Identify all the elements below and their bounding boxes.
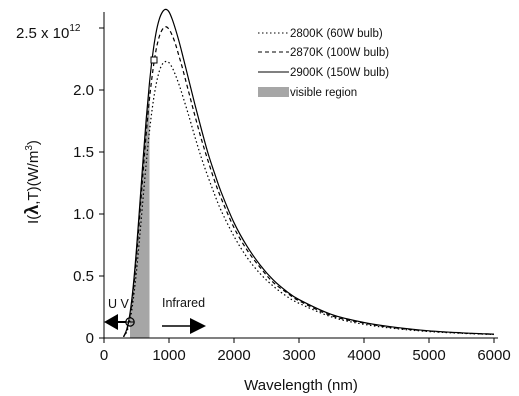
y-ticks: 0 0.5 1.0 1.5 2.0 xyxy=(73,27,104,347)
series-line-2800k xyxy=(122,60,495,338)
y-axis-lambda: λ xyxy=(22,205,42,215)
y-axis-title: I(λ,T)(W/m3) xyxy=(22,140,42,224)
x-axis-title: Wavelength (nm) xyxy=(244,377,358,394)
series-group xyxy=(122,8,495,338)
x-tick-label: 4000 xyxy=(347,347,380,364)
y-scale-exponent: 12 xyxy=(69,23,81,34)
y-tick-label: 2.0 xyxy=(73,82,94,99)
legend-label-2870k: 2870K (100W bulb) xyxy=(290,47,389,59)
x-tick-label: 0 xyxy=(100,347,108,364)
legend: 2800K (60W bulb) 2870K (100W bulb) 2900K… xyxy=(258,28,389,99)
infrared-label: Infrared xyxy=(162,296,205,310)
legend-label-2800k: 2800K (60W bulb) xyxy=(290,28,383,40)
legend-swatch-visible xyxy=(258,87,289,97)
y-scale-label: 2.5 x 1012 xyxy=(16,23,81,42)
y-tick-label: 1.0 xyxy=(73,206,94,223)
uv-arrow-icon xyxy=(104,314,118,330)
x-tick-label: 5000 xyxy=(412,347,445,364)
series-line-2870k xyxy=(122,26,495,338)
series-line-2900k xyxy=(122,8,495,338)
legend-label-visible: visible region xyxy=(290,87,357,99)
legend-label-2900k: 2900K (150W bulb) xyxy=(290,67,389,79)
x-tick-label: 6000 xyxy=(477,347,510,364)
y-tick-label: 0.5 xyxy=(73,268,94,285)
x-tick-label: 3000 xyxy=(282,347,315,364)
infrared-arrow-icon xyxy=(190,318,206,334)
x-ticks: 0 1000 2000 3000 4000 5000 6000 xyxy=(100,338,511,364)
uv-boundary-marker xyxy=(125,317,135,327)
uv-label: U V xyxy=(108,297,130,311)
x-tick-label: 1000 xyxy=(152,347,185,364)
visible-edge-marker xyxy=(150,56,158,64)
x-tick-label: 2000 xyxy=(217,347,250,364)
y-tick-label: 0 xyxy=(86,330,94,347)
y-tick-label: 1.5 xyxy=(73,144,94,161)
